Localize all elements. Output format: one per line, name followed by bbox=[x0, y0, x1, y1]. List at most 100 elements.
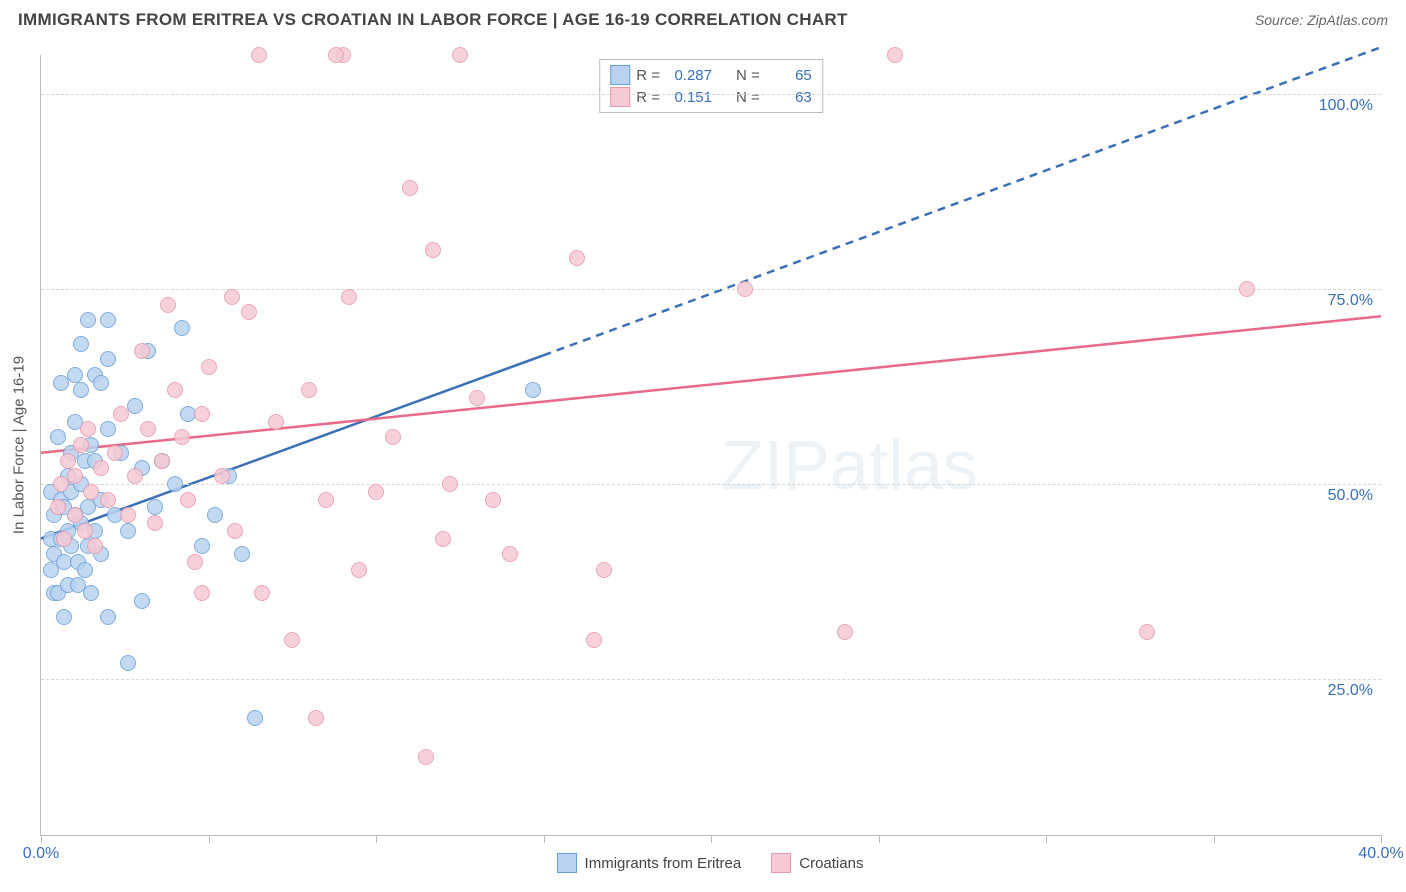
scatter-point-eritrea bbox=[120, 523, 136, 539]
scatter-point-croatians bbox=[425, 242, 441, 258]
scatter-point-croatians bbox=[341, 289, 357, 305]
scatter-point-croatians bbox=[67, 468, 83, 484]
n-label: N = bbox=[736, 89, 760, 106]
scatter-point-croatians bbox=[435, 531, 451, 547]
source-attribution: Source: ZipAtlas.com bbox=[1255, 12, 1388, 28]
scatter-point-croatians bbox=[887, 47, 903, 63]
scatter-point-croatians bbox=[127, 468, 143, 484]
legend-swatch-eritrea bbox=[610, 65, 630, 85]
scatter-point-croatians bbox=[268, 414, 284, 430]
scatter-point-eritrea bbox=[50, 429, 66, 445]
r-value: 0.287 bbox=[666, 67, 712, 84]
watermark-logo: ZIPatlas bbox=[721, 425, 978, 505]
scatter-point-croatians bbox=[469, 390, 485, 406]
scatter-point-croatians bbox=[351, 562, 367, 578]
n-value: 65 bbox=[766, 67, 812, 84]
scatter-point-croatians bbox=[596, 562, 612, 578]
legend-bottom-label: Immigrants from Eritrea bbox=[585, 855, 742, 872]
scatter-point-croatians bbox=[241, 304, 257, 320]
scatter-point-eritrea bbox=[247, 710, 263, 726]
watermark-bold: ZIP bbox=[721, 426, 830, 504]
scatter-point-croatians bbox=[1239, 281, 1255, 297]
scatter-point-croatians bbox=[120, 507, 136, 523]
scatter-point-eritrea bbox=[73, 336, 89, 352]
n-value: 63 bbox=[766, 89, 812, 106]
legend-swatch-croatians bbox=[610, 87, 630, 107]
scatter-point-eritrea bbox=[120, 655, 136, 671]
scatter-point-croatians bbox=[586, 632, 602, 648]
scatter-point-eritrea bbox=[100, 421, 116, 437]
scatter-point-croatians bbox=[442, 476, 458, 492]
scatter-point-croatians bbox=[254, 585, 270, 601]
scatter-point-croatians bbox=[73, 437, 89, 453]
scatter-point-croatians bbox=[154, 453, 170, 469]
scatter-point-eritrea bbox=[194, 538, 210, 554]
scatter-point-croatians bbox=[87, 538, 103, 554]
scatter-point-croatians bbox=[569, 250, 585, 266]
scatter-point-eritrea bbox=[100, 609, 116, 625]
scatter-point-croatians bbox=[77, 523, 93, 539]
scatter-point-eritrea bbox=[67, 367, 83, 383]
scatter-point-eritrea bbox=[100, 351, 116, 367]
scatter-point-croatians bbox=[402, 180, 418, 196]
gridline-h bbox=[41, 289, 1381, 290]
scatter-point-croatians bbox=[328, 47, 344, 63]
gridline-h bbox=[41, 679, 1381, 680]
legend-bottom-item: Croatians bbox=[771, 853, 863, 873]
scatter-point-croatians bbox=[385, 429, 401, 445]
scatter-point-croatians bbox=[113, 406, 129, 422]
scatter-point-croatians bbox=[140, 421, 156, 437]
scatter-point-croatians bbox=[368, 484, 384, 500]
scatter-plot-area: In Labor Force | Age 16-19 ZIPatlas R =0… bbox=[40, 55, 1381, 836]
scatter-point-eritrea bbox=[147, 499, 163, 515]
scatter-point-croatians bbox=[147, 515, 163, 531]
scatter-point-croatians bbox=[100, 492, 116, 508]
x-tick bbox=[41, 835, 42, 843]
scatter-point-eritrea bbox=[73, 382, 89, 398]
scatter-point-eritrea bbox=[56, 609, 72, 625]
chart-title: IMMIGRANTS FROM ERITREA VS CROATIAN IN L… bbox=[18, 10, 848, 29]
scatter-point-croatians bbox=[67, 507, 83, 523]
scatter-point-eritrea bbox=[80, 312, 96, 328]
x-tick bbox=[1046, 835, 1047, 843]
scatter-point-eritrea bbox=[134, 593, 150, 609]
legend-swatch-croatians bbox=[771, 853, 791, 873]
scatter-point-eritrea bbox=[525, 382, 541, 398]
x-tick bbox=[209, 835, 210, 843]
scatter-point-croatians bbox=[251, 47, 267, 63]
trend-lines-layer bbox=[41, 55, 1381, 835]
trend-line bbox=[41, 316, 1381, 453]
scatter-point-croatians bbox=[160, 297, 176, 313]
r-label: R = bbox=[636, 67, 660, 84]
n-label: N = bbox=[736, 67, 760, 84]
r-label: R = bbox=[636, 89, 660, 106]
x-tick bbox=[1214, 835, 1215, 843]
scatter-point-croatians bbox=[83, 484, 99, 500]
scatter-point-eritrea bbox=[167, 476, 183, 492]
x-tick bbox=[544, 835, 545, 843]
header-bar: IMMIGRANTS FROM ERITREA VS CROATIAN IN L… bbox=[18, 10, 1388, 40]
scatter-point-croatians bbox=[737, 281, 753, 297]
x-tick bbox=[711, 835, 712, 843]
scatter-point-eritrea bbox=[234, 546, 250, 562]
legend-top-row: R = 0.151 N = 63 bbox=[610, 86, 812, 108]
scatter-point-croatians bbox=[1139, 624, 1155, 640]
legend-bottom-label: Croatians bbox=[799, 855, 863, 872]
scatter-point-eritrea bbox=[100, 312, 116, 328]
scatter-point-croatians bbox=[224, 289, 240, 305]
scatter-point-eritrea bbox=[83, 585, 99, 601]
scatter-point-croatians bbox=[187, 554, 203, 570]
scatter-point-croatians bbox=[134, 343, 150, 359]
legend-top-row: R = 0.287 N = 65 bbox=[610, 64, 812, 86]
scatter-point-croatians bbox=[194, 406, 210, 422]
y-tick-label: 25.0% bbox=[1328, 682, 1373, 700]
scatter-point-croatians bbox=[93, 460, 109, 476]
legend-top-box: R = 0.287 N = 65 R = 0.151 N = 63 bbox=[599, 59, 823, 113]
scatter-point-croatians bbox=[485, 492, 501, 508]
scatter-point-croatians bbox=[301, 382, 317, 398]
r-value: 0.151 bbox=[666, 89, 712, 106]
legend-swatch-eritrea bbox=[557, 853, 577, 873]
y-tick-label: 100.0% bbox=[1319, 97, 1373, 115]
scatter-point-croatians bbox=[201, 359, 217, 375]
y-tick-label: 50.0% bbox=[1328, 487, 1373, 505]
